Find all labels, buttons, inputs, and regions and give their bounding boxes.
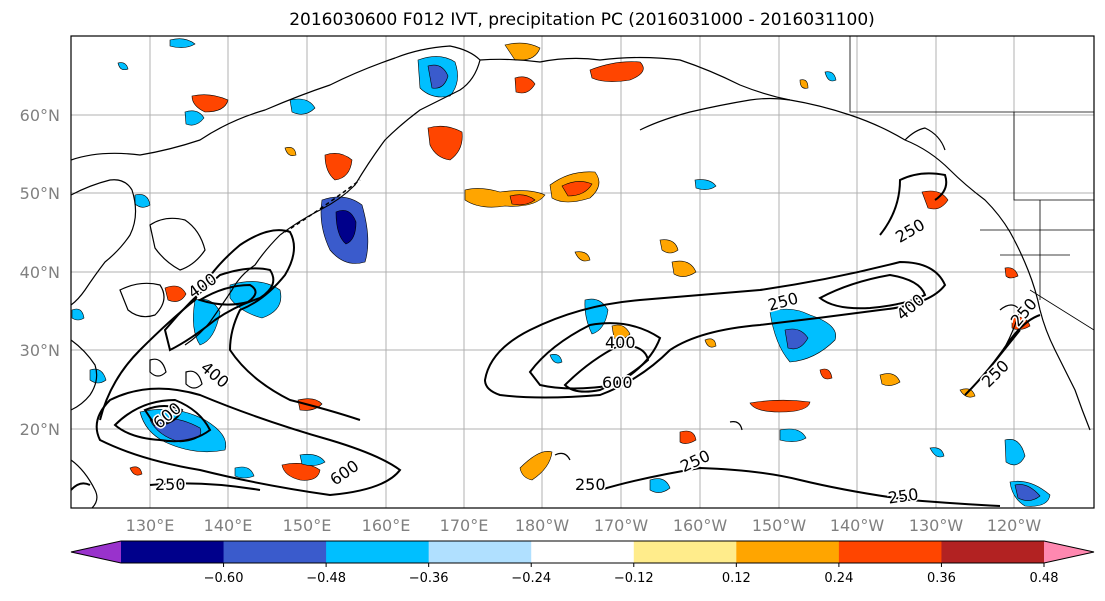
contour-label: 250: [575, 475, 606, 494]
colorbar-ticks: −0.60 −0.48 −0.36 −0.24 −0.12 0.12 0.24 0.36 0.4…: [204, 563, 1059, 586]
map-frame: [70, 35, 1095, 509]
contour-label: 400: [605, 333, 636, 352]
colorbar-segment: [223, 541, 327, 563]
map-area: 400 400 600 250 250 600 250 400 600 250 …: [70, 35, 1095, 509]
colorbar-segment: [838, 541, 942, 563]
lat-label: 60°N: [20, 106, 60, 125]
ivt-contours: [71, 172, 1041, 507]
lon-label: 120°W: [987, 516, 1042, 535]
colorbar-tick-label: −0.48: [306, 571, 346, 586]
colorbar-extend-high: [1044, 541, 1094, 563]
lon-label: 130°W: [909, 516, 964, 535]
lon-label: 160°W: [673, 516, 728, 535]
colorbar-tick-label: 0.12: [722, 571, 751, 586]
colorbar-outline: [70, 540, 1095, 564]
dashed-contour: [284, 179, 361, 233]
colorbar-tick-label: −0.36: [409, 571, 449, 586]
colorbar-segment: [941, 541, 1045, 563]
colorbar-segment: [531, 541, 635, 563]
map-title: 2016030600 F012 IVT, precipitation PC (2…: [289, 10, 875, 30]
colorbar-tick-label: 0.36: [927, 571, 956, 586]
contour-label: 600: [602, 373, 633, 392]
lon-label: 140°E: [204, 516, 253, 535]
lat-label: 40°N: [20, 263, 60, 282]
colorbar-segment: [326, 541, 430, 563]
precip-positive-areas: [129, 42, 1031, 481]
colorbar-tick-label: −0.24: [511, 571, 551, 586]
latitude-labels: 60°N 50°N 40°N 30°N 20°N: [20, 106, 60, 439]
lon-label: 180°W: [515, 516, 570, 535]
colorbar-extend-low: [71, 541, 121, 563]
colorbar-segment: [428, 541, 532, 563]
colorbar-tick-label: 0.24: [824, 571, 853, 586]
lon-label: 170°W: [594, 516, 649, 535]
colorbar-tick-label: 0.48: [1030, 571, 1059, 586]
lat-label: 50°N: [20, 184, 60, 203]
borders: [849, 36, 1094, 331]
colorbar: −0.60 −0.48 −0.36 −0.24 −0.12 0.12 0.24 0.36 0.4…: [70, 540, 1095, 586]
lon-label: 140°W: [830, 516, 885, 535]
longitude-labels: 130°E 140°E 150°E 160°E 170°E 180°W 170°…: [126, 516, 1042, 535]
lon-label: 130°E: [126, 516, 175, 535]
lat-label: 20°N: [20, 420, 60, 439]
lon-label: 160°E: [362, 516, 411, 535]
contour-label: 250: [155, 475, 186, 494]
colorbar-segments: [70, 540, 1095, 564]
colorbar-tick-label: −0.12: [614, 571, 654, 586]
colorbar-segment: [633, 541, 737, 563]
lon-label: 150°W: [752, 516, 807, 535]
colorbar-segment: [121, 541, 225, 563]
colorbar-segment: [736, 541, 840, 563]
colorbar-tick-label: −0.60: [204, 571, 244, 586]
lon-label: 150°E: [283, 516, 332, 535]
lon-label: 170°E: [440, 516, 489, 535]
lat-label: 30°N: [20, 341, 60, 360]
